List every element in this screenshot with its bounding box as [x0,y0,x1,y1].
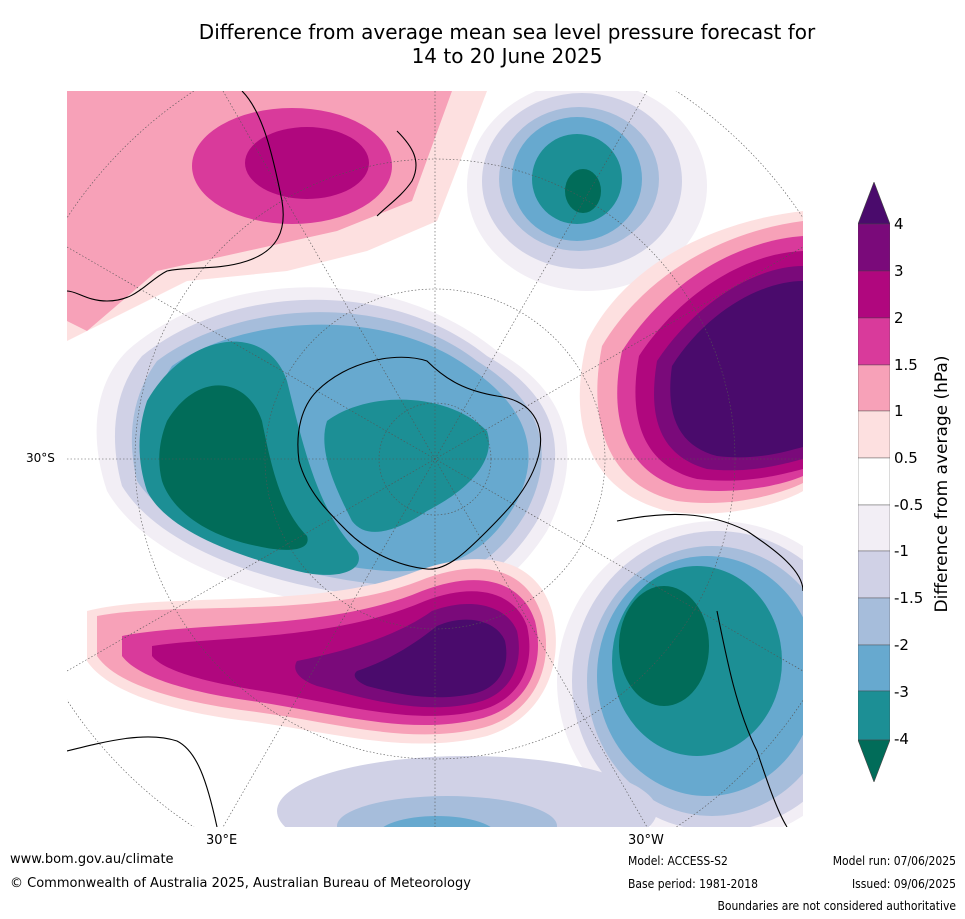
cbar-seg-3-4 [858,223,890,272]
cbar-tick: 0.5 [894,449,918,467]
anomaly-high-south-atlantic [87,559,556,744]
model-run-text: Model run: 07/06/2025 [832,854,956,868]
anomaly-low-bottom [277,756,657,827]
cbar-seg-1.5-2 [858,317,890,366]
cbar-tick: 3 [894,262,904,280]
pressure-anomaly-map [67,91,803,827]
cbar-tick: 1.5 [894,356,918,374]
cbar-seg-0.5-1 [858,410,890,459]
lon-label-30e: 30°E [206,833,238,848]
map-title: Difference from average mean sea level p… [0,20,965,68]
colorbar [858,182,890,782]
cbar-seg-1-1.5 [858,364,890,412]
cbar-tick: 2 [894,309,904,327]
cbar-seg-m4-m3 [858,690,890,741]
cbar-tick: -1.5 [894,589,924,607]
colorbar-label: Difference from average (hPa) [932,355,952,613]
anomaly-high-atlantic [579,211,803,514]
africa-coast [67,736,218,827]
base-period-text: Base period: 1981-2018 [628,877,759,891]
cbar-bottom-arrow [858,739,890,782]
cbar-seg-m3-m2 [858,644,890,692]
cbar-top-arrow [858,182,890,225]
cbar-tick: -3 [894,683,909,701]
anomaly-high-australia [67,91,487,341]
cbar-tick: -0.5 [894,496,924,514]
coastlines [67,91,803,827]
issued-text: Issued: 09/06/2025 [851,877,956,891]
cbar-tick: -2 [894,636,909,654]
australia-coast [67,91,284,302]
cbar-seg-2-3 [858,270,890,319]
lat-label-30s: 30°S [26,451,55,465]
cbar-tick: 4 [894,215,904,233]
south-america-coast [616,513,803,827]
cbar-seg-m1-m0.5 [858,504,890,552]
cbar-seg-m1.5-m1 [858,550,890,599]
antarctica-coast [297,356,542,570]
cbar-tick: -1 [894,542,909,560]
copyright-text: © Commonwealth of Australia 2025, Austra… [10,876,471,891]
website-link[interactable]: www.bom.gov.au/climate [10,852,174,867]
cbar-seg-m2-m1.5 [858,597,890,646]
title-line-1: Difference from average mean sea level p… [198,20,816,44]
disclaimer-text: Boundaries are not considered authoritat… [717,899,956,913]
cbar-tick: 1 [894,402,904,420]
title-line-2: 14 to 20 June 2025 [411,44,603,68]
map-canvas [67,91,803,827]
cbar-seg-neutral [858,457,890,506]
new-zealand-coast [376,130,417,217]
graticule [67,91,803,827]
anomaly-low-antarctic [96,287,568,615]
anomaly-low-south-america [557,521,803,827]
model-text: Model: ACCESS-S2 [628,854,728,868]
lon-label-30w: 30°W [628,833,664,848]
cbar-tick: -4 [894,730,909,748]
anomaly-low-indian [467,91,707,291]
